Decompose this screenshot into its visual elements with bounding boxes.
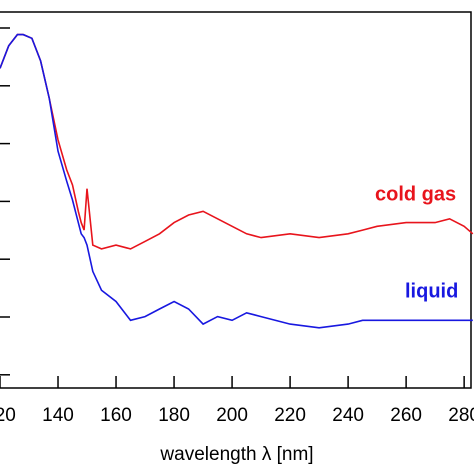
x-axis-label: wavelength λ [nm] (159, 444, 313, 465)
x-tick-label: 180 (158, 405, 190, 426)
series-label: cold gas (375, 183, 456, 205)
x-tick-label: 200 (216, 405, 248, 426)
x-tick-label: 220 (274, 405, 306, 426)
series-line (0, 33, 473, 329)
x-tick-label: 240 (332, 405, 364, 426)
series-line (0, 33, 474, 250)
x-tick-label: 160 (100, 405, 132, 426)
x-tick-label: 260 (390, 405, 422, 426)
x-tick-label: 120 (0, 405, 16, 426)
series-label: liquid (405, 280, 458, 302)
x-tick-label: 140 (42, 405, 74, 426)
x-tick-label: 280 (448, 405, 474, 426)
plot-frame (0, 11, 472, 389)
